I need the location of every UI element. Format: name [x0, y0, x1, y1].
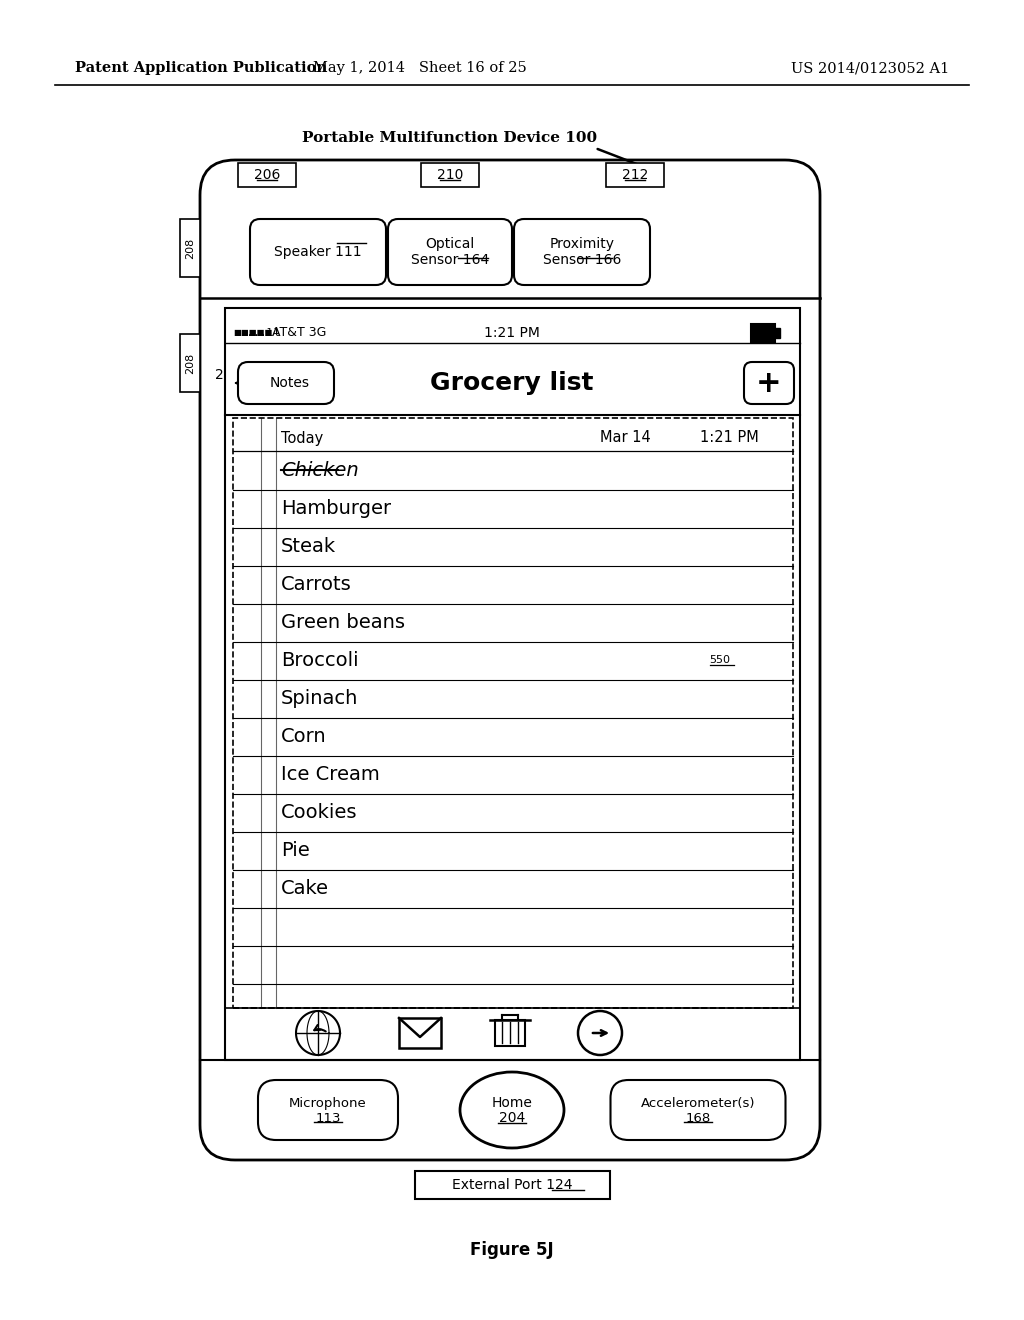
Text: Chicken: Chicken — [281, 461, 358, 479]
Text: Cookies: Cookies — [281, 803, 357, 821]
Text: 208: 208 — [185, 352, 195, 374]
FancyBboxPatch shape — [250, 219, 386, 285]
Text: Cake: Cake — [281, 879, 329, 898]
Text: +: + — [756, 368, 781, 397]
Bar — [606, 162, 664, 187]
Text: 200: 200 — [215, 368, 241, 381]
Bar — [225, 308, 800, 1060]
Text: Hamburger: Hamburger — [281, 499, 391, 517]
Text: Today: Today — [281, 430, 324, 446]
Bar — [238, 162, 296, 187]
Text: Pie: Pie — [281, 841, 309, 859]
Text: Carrots: Carrots — [281, 574, 352, 594]
FancyBboxPatch shape — [744, 362, 794, 404]
Bar — [180, 334, 200, 392]
Text: Broccoli: Broccoli — [281, 651, 358, 669]
Bar — [180, 219, 200, 277]
Text: US 2014/0123052 A1: US 2014/0123052 A1 — [791, 61, 949, 75]
Text: Accelerometer(s): Accelerometer(s) — [641, 1097, 756, 1110]
Text: Portable Multifunction Device 100: Portable Multifunction Device 100 — [302, 131, 598, 145]
Bar — [495, 1020, 525, 1045]
Text: 168: 168 — [685, 1111, 711, 1125]
FancyBboxPatch shape — [258, 1080, 398, 1140]
Text: 206: 206 — [254, 168, 281, 182]
Text: Spinach: Spinach — [281, 689, 358, 708]
Text: Microphone: Microphone — [289, 1097, 367, 1110]
Bar — [751, 323, 775, 342]
Text: AT&T 3G: AT&T 3G — [272, 326, 327, 339]
Text: Proximity
Sensor 166: Proximity Sensor 166 — [543, 236, 622, 267]
Text: Home: Home — [492, 1096, 532, 1110]
Bar — [775, 327, 780, 338]
Text: 212: 212 — [622, 168, 648, 182]
FancyBboxPatch shape — [610, 1080, 785, 1140]
Text: .....ll: .....ll — [233, 327, 281, 338]
FancyBboxPatch shape — [388, 219, 512, 285]
Bar — [421, 162, 479, 187]
FancyBboxPatch shape — [200, 160, 820, 1160]
Text: May 1, 2014   Sheet 16 of 25: May 1, 2014 Sheet 16 of 25 — [313, 61, 527, 75]
Text: Notes: Notes — [270, 376, 310, 389]
Bar — [399, 1018, 441, 1048]
Text: 208: 208 — [185, 238, 195, 259]
Text: 1:21 PM: 1:21 PM — [700, 430, 759, 446]
Text: Corn: Corn — [281, 726, 327, 746]
Text: 210: 210 — [437, 168, 463, 182]
Text: Green beans: Green beans — [281, 612, 406, 631]
Text: {: { — [231, 376, 249, 404]
Text: Speaker 111: Speaker 111 — [274, 246, 361, 259]
Text: External Port 124: External Port 124 — [452, 1177, 572, 1192]
FancyBboxPatch shape — [514, 219, 650, 285]
Text: Grocery list: Grocery list — [430, 371, 594, 395]
Text: Optical
Sensor 164: Optical Sensor 164 — [411, 236, 489, 267]
Text: 113: 113 — [315, 1111, 341, 1125]
Bar — [415, 1171, 609, 1199]
Bar — [233, 418, 793, 1008]
Text: Patent Application Publication: Patent Application Publication — [75, 61, 327, 75]
Text: 550: 550 — [710, 655, 730, 665]
Text: Figure 5J: Figure 5J — [470, 1241, 554, 1259]
Text: 1:21 PM: 1:21 PM — [484, 326, 540, 341]
FancyBboxPatch shape — [238, 362, 334, 404]
Text: 204: 204 — [499, 1111, 525, 1125]
Text: ■■■■■: ■■■■■ — [233, 329, 272, 338]
Text: Mar 14: Mar 14 — [600, 430, 650, 446]
Text: Steak: Steak — [281, 536, 336, 556]
Ellipse shape — [460, 1072, 564, 1148]
Text: Ice Cream: Ice Cream — [281, 764, 380, 784]
